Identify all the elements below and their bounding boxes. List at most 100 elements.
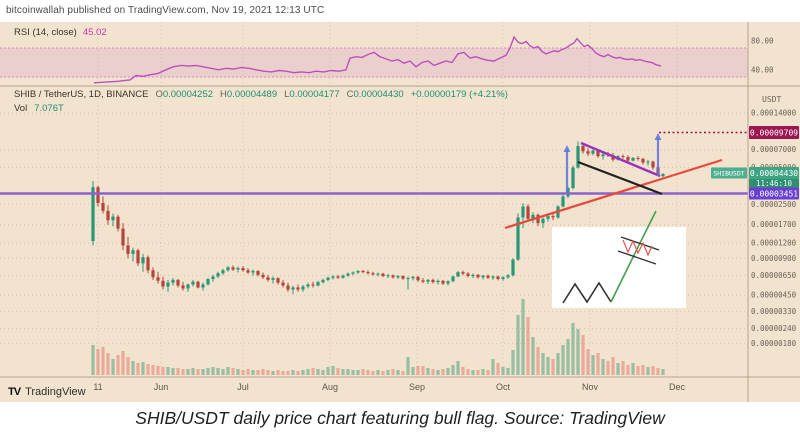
volume-bar <box>481 369 485 375</box>
volume-bar <box>221 369 225 375</box>
volume-bar <box>126 357 130 375</box>
volume-bar <box>161 367 165 375</box>
candle-body <box>661 173 665 177</box>
candle-body <box>341 275 345 278</box>
candle-body <box>401 276 405 279</box>
candle-body <box>256 270 260 275</box>
candle-body <box>426 279 430 282</box>
candle-body <box>186 284 190 289</box>
price-tick-label: 0.00001700 <box>751 220 797 229</box>
volume-bar <box>636 366 640 375</box>
candle-body <box>331 276 335 278</box>
price-tick-label: 0.00000450 <box>751 291 797 300</box>
price-tick-label: 0.00000650 <box>751 271 797 280</box>
price-tick-label: 0.00001200 <box>751 239 797 248</box>
volume-bar <box>241 370 245 375</box>
volume-bar <box>351 370 355 375</box>
candle-body <box>486 275 490 278</box>
candle-body <box>581 146 585 152</box>
volume-bar <box>266 370 270 375</box>
volume-bar <box>101 347 105 375</box>
ohlc-low: L0.00004177 <box>284 89 340 100</box>
volume-bar <box>376 370 380 375</box>
candle-body <box>451 276 455 282</box>
flag-upper-trendline <box>580 141 661 178</box>
chart-canvas[interactable]: USDT0.000140000.000070000.000050000.0000… <box>0 22 800 402</box>
volume-bar <box>116 355 120 375</box>
volume-bar <box>561 345 565 375</box>
candle-body <box>351 272 355 274</box>
volume-bar <box>401 371 405 375</box>
volume-bar <box>311 368 315 375</box>
volume-bar <box>541 353 545 375</box>
volume-bar <box>236 369 240 375</box>
current-price-badge <box>749 167 799 179</box>
volume-bar <box>171 368 175 375</box>
support-price-badge <box>749 187 799 200</box>
candle-body <box>521 206 525 218</box>
tradingview-watermark-link[interactable]: TV TradingView <box>8 386 86 398</box>
candle-body <box>566 187 570 197</box>
candle-body <box>271 278 275 280</box>
volume-bar <box>476 370 480 375</box>
candle-body <box>231 267 235 270</box>
volume-bar <box>386 370 390 375</box>
candle-body <box>411 276 415 279</box>
candle-body <box>251 270 255 273</box>
candle-body <box>466 273 470 277</box>
volume-bar <box>441 369 445 375</box>
volume-bar <box>396 370 400 375</box>
candle-body <box>381 273 385 277</box>
candle-body <box>171 279 175 283</box>
candle-body <box>91 187 95 242</box>
candle-body <box>266 277 270 280</box>
volume-bar <box>596 353 600 375</box>
tradingview-logo-icon: TV <box>8 386 21 398</box>
candle-body <box>141 257 145 264</box>
candle-body <box>431 279 435 283</box>
volume-bar <box>536 347 540 375</box>
candle-body <box>376 273 380 275</box>
ohlc-close: C0.00004430 <box>346 89 404 100</box>
vol-value: 7.076T <box>34 103 64 114</box>
candle-body <box>516 217 520 260</box>
volume-bar <box>571 323 575 375</box>
candle-body <box>461 272 465 274</box>
volume-bar <box>381 371 385 375</box>
candle-body <box>596 150 600 157</box>
time-axis[interactable]: 11 Jun Jul Aug Sep Oct Nov Dec <box>93 382 685 392</box>
volume-bar <box>591 355 595 375</box>
candle-body <box>561 196 565 207</box>
inset-channel-top <box>620 236 660 251</box>
volume-bar <box>436 370 440 375</box>
volume-bar <box>411 367 415 375</box>
inset-background <box>552 227 686 308</box>
volume-bar <box>516 315 520 375</box>
volume-bar <box>611 357 615 375</box>
candle-body <box>501 277 505 280</box>
volume-bar <box>616 363 620 375</box>
volume-bar <box>261 369 265 375</box>
candle-body <box>156 277 160 281</box>
volume-bar <box>341 369 345 375</box>
figure-caption: SHIB/USDT daily price chart featuring bu… <box>135 408 665 428</box>
candle-body <box>286 285 290 290</box>
volume-bar <box>111 359 115 375</box>
volume-bar <box>361 369 365 375</box>
volume-bar <box>196 369 200 375</box>
candle-body <box>106 210 110 221</box>
candle-body <box>131 250 135 254</box>
candle-body <box>181 285 185 289</box>
volume-bar <box>281 371 285 375</box>
volume-bar <box>286 371 290 375</box>
volume-bar <box>656 368 660 375</box>
volume-bar <box>256 370 260 375</box>
volume-bar <box>301 370 305 375</box>
volume-bar <box>316 369 320 375</box>
candle-body <box>636 157 640 159</box>
candle-body <box>536 214 540 224</box>
inset-flag-zigzag <box>622 239 653 257</box>
volume-bar <box>451 365 455 375</box>
volume-bar <box>466 369 470 375</box>
volume-bar <box>191 368 195 375</box>
